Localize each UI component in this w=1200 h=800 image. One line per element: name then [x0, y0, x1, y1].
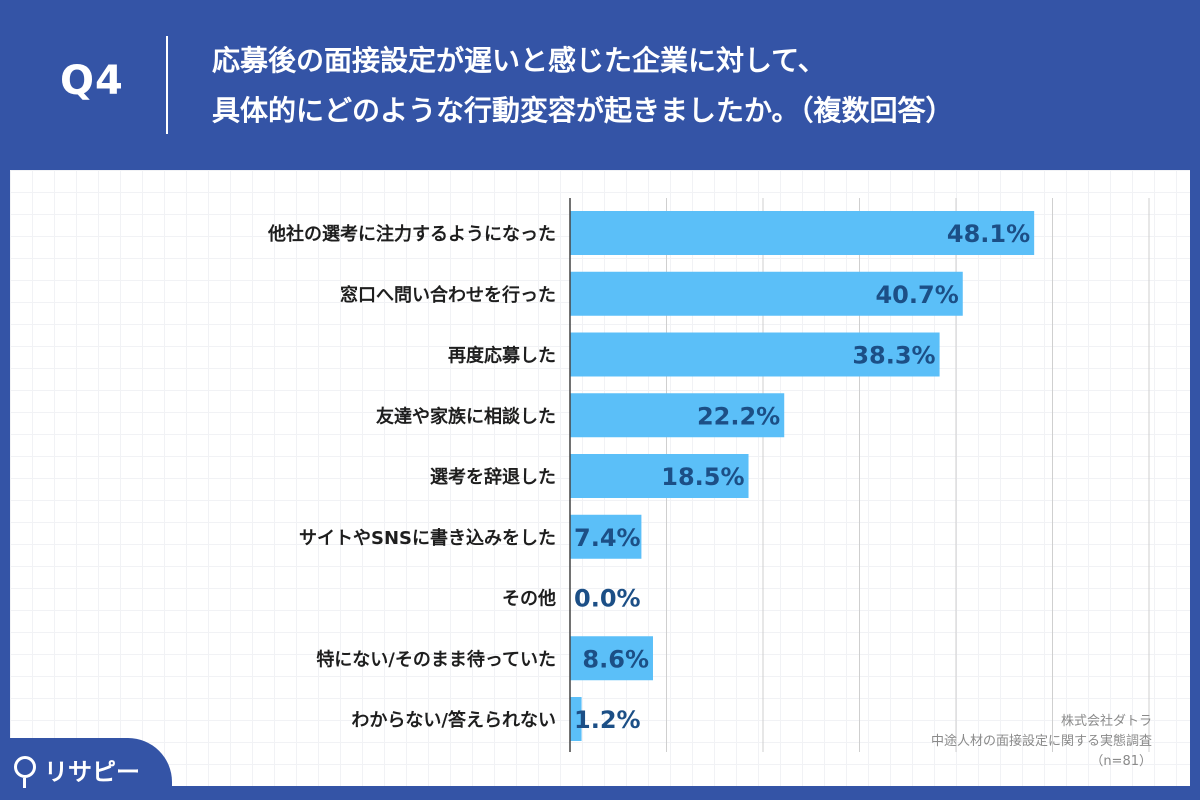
category-label: 他社の選考に注力するようになった	[267, 223, 556, 245]
category-label: 特にない/そのまま待っていた	[316, 648, 556, 670]
bar	[570, 636, 653, 681]
bars	[570, 211, 1035, 741]
value-label: 38.3%	[852, 342, 935, 370]
bar	[570, 514, 642, 559]
category-label: 窓口へ問い合わせを行った	[340, 284, 556, 306]
title-line-2: 具体的にどのような行動変容が起きましたか。（複数回答）	[212, 94, 954, 127]
bar	[570, 332, 940, 377]
value-label: 22.2%	[697, 402, 780, 430]
bar	[570, 271, 963, 316]
category-label: 再度応募した	[448, 345, 556, 367]
source-sample: （n=81）	[1090, 754, 1152, 769]
bar	[570, 211, 1035, 255]
header: Q4 応募後の面接設定が遅いと感じた企業に対して、 具体的にどのような行動変容が…	[0, 0, 1200, 170]
category-labels: 他社の選考に注力するようになった窓口へ問い合わせを行った再度応募した友達や家族に…	[267, 223, 556, 731]
bar	[570, 697, 582, 741]
header-divider	[166, 36, 168, 134]
brand-logo: リサピー	[0, 738, 172, 800]
value-label: 1.2%	[574, 706, 641, 734]
chart-title: 応募後の面接設定が遅いと感じた企業に対して、 具体的にどのような行動変容が起きま…	[212, 36, 953, 136]
source-company: 株式会社ダトラ	[1060, 714, 1152, 729]
source-survey: 中途人材の面接設定に関する実態調査	[930, 734, 1152, 749]
question-number: Q4	[60, 58, 124, 104]
bar	[570, 454, 749, 498]
category-label: 選考を辞退した	[430, 466, 556, 488]
category-label: その他	[502, 588, 556, 610]
value-label: 7.4%	[574, 524, 641, 552]
category-label: わからない/答えられない	[351, 709, 556, 731]
value-labels: 48.1% 40.7% 38.3% 22.2% 18.5% 7.4% 0.0% 8.6% 1.2…	[574, 220, 1030, 734]
map-pin-icon	[14, 756, 36, 788]
bar	[570, 393, 785, 438]
value-label: 18.5%	[661, 463, 744, 491]
value-label: 48.1%	[947, 220, 1030, 248]
logo-text: リサピー	[44, 758, 140, 786]
value-label: 40.7%	[875, 281, 958, 309]
category-label: サイトやSNSに書き込みをした	[299, 528, 556, 549]
category-label: 友達や家族に相談した	[376, 405, 556, 427]
title-line-1: 応募後の面接設定が遅いと感じた企業に対して、	[212, 44, 826, 77]
value-label: 8.6%	[582, 645, 649, 673]
chart-panel: 他社の選考に注力するようになった窓口へ問い合わせを行った再度応募した友達や家族に…	[10, 170, 1190, 786]
bar-chart: 他社の選考に注力するようになった窓口へ問い合わせを行った再度応募した友達や家族に…	[267, 198, 1150, 752]
value-label: 0.0%	[574, 585, 641, 613]
source-note: 株式会社ダトラ 中途人材の面接設定に関する実態調査 （n=81）	[931, 712, 1152, 772]
